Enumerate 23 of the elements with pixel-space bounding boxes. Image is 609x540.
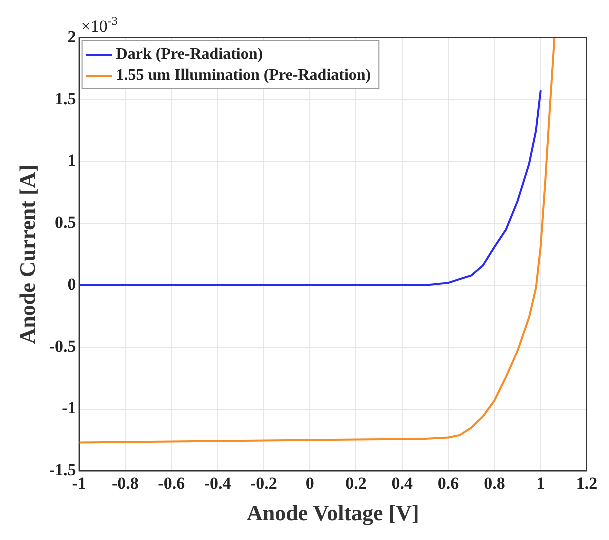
x-tick-label: 1.2 (576, 474, 598, 493)
x-axis-title: Anode Voltage [V] (246, 500, 420, 526)
y-tick-label: 1.5 (55, 89, 76, 108)
legend-label: Dark (Pre-Radiation) (116, 46, 264, 64)
x-tick-label: 0.2 (346, 474, 367, 493)
x-tick-label: 0.6 (438, 474, 460, 493)
x-tick-label: -0.6 (158, 474, 186, 493)
x-tick-label: 1 (536, 474, 546, 493)
y-tick-label: 1 (68, 151, 76, 170)
x-tick-label: 0 (306, 474, 314, 493)
x-tick-label: -0.2 (250, 474, 278, 493)
y-tick-label: -0.5 (49, 336, 76, 356)
y-tick-label: 0.5 (55, 213, 76, 232)
legend-label: 1.55 um Illumination (Pre-Radiation) (116, 67, 372, 84)
y-tick-label: 0 (68, 274, 76, 294)
x-tick-label: 0.8 (484, 474, 506, 493)
y-tick-label: -1 (62, 398, 76, 418)
x-tick-label: 0.4 (392, 474, 414, 493)
x-tick-label: -0.4 (204, 474, 232, 493)
x-tick-label: -0.8 (112, 474, 139, 493)
y-axis-title: Anode Current [A] (14, 164, 40, 344)
y-tick-label: 2 (68, 27, 76, 46)
y-tick-label: -1.5 (49, 460, 76, 480)
